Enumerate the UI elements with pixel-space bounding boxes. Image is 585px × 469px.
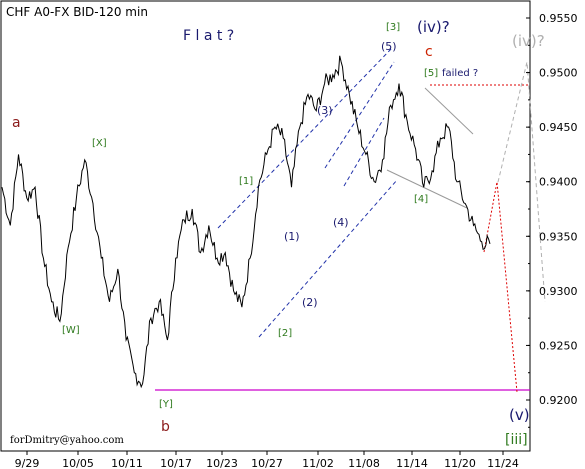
x-tick-label: 10/11 [111, 457, 143, 469]
x-tick-label: 10/05 [62, 457, 94, 469]
label-iii: [iii] [505, 432, 528, 448]
price-series [1, 55, 491, 389]
x-tick-label: 10/23 [206, 457, 238, 469]
label-w1: (1) [284, 230, 300, 243]
label-a: a [12, 115, 21, 131]
x-axis: 9/29 10/05 10/11 10/17 10/23 10/27 11/02 11/08 1… [15, 451, 519, 469]
y-tick-label: 0.9400 [539, 176, 578, 189]
label-w2: (2) [302, 296, 318, 309]
label-b: b [161, 419, 170, 435]
author-email: forDmitry@yahoo.com [10, 435, 124, 446]
label-iv-gray: (iv)? [512, 32, 545, 50]
wedge-upper-line [324, 61, 395, 169]
x-tick-label: 11/08 [348, 457, 380, 469]
gray-channel-upper [424, 87, 474, 135]
label-w4: (4) [333, 216, 349, 229]
x-tick-label: 10/17 [160, 457, 192, 469]
label-4: [4] [414, 194, 428, 205]
label-3: [3] [386, 22, 400, 33]
label-X: [X] [92, 138, 107, 149]
x-tick-label: 11/20 [444, 457, 476, 469]
x-tick-label: 10/27 [251, 457, 283, 469]
x-tick-label: 11/14 [396, 457, 428, 469]
y-tick-label: 0.9450 [539, 121, 578, 134]
x-tick-label: 9/29 [15, 457, 40, 469]
x-tick-label: 11/24 [487, 457, 519, 469]
chart-title: CHF A0-FX BID-120 min [6, 5, 148, 19]
channel-upper-line [217, 47, 393, 229]
gray-channel-lower [386, 169, 468, 209]
label-5: [5] [424, 68, 438, 79]
y-tick-label: 0.9300 [539, 285, 578, 298]
y-tick-label: 0.9200 [539, 394, 578, 407]
y-axis: 0.9550 0.9500 0.9450 0.9400 0.9350 0.9300 0.92… [526, 12, 578, 428]
label-1: [1] [239, 176, 253, 187]
projection-gray-path [497, 61, 546, 303]
x-tick-label: 11/02 [302, 457, 334, 469]
label-iv: (iv)? [417, 18, 450, 36]
label-flat: F l a t ? [183, 28, 234, 44]
label-w3: (3) [317, 104, 333, 117]
label-2: [2] [278, 328, 292, 339]
projection-red-path [483, 181, 518, 393]
label-failed: failed ? [442, 68, 478, 79]
y-tick-label: 0.9550 [539, 12, 578, 25]
label-w5: (5) [381, 40, 397, 53]
y-tick-label: 0.9500 [539, 67, 578, 80]
label-c: c [425, 44, 433, 60]
wedge-lower-line [343, 117, 385, 187]
label-Y: [Y] [159, 399, 173, 410]
price-line [1, 55, 491, 389]
y-tick-label: 0.9350 [539, 230, 578, 243]
y-tick-label: 0.9250 [539, 339, 578, 352]
label-v: (v) [509, 406, 530, 424]
label-W: [W] [62, 325, 80, 336]
channel-lower-line [258, 179, 398, 338]
